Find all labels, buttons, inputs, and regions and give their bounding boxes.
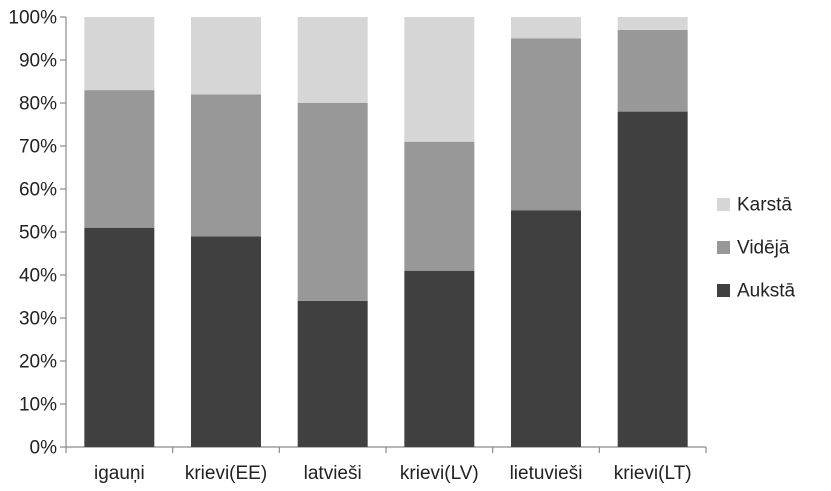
y-tick-label: 80% <box>19 94 57 115</box>
y-tick-label: 40% <box>19 266 57 287</box>
bar-segment-aukstā-4 <box>511 210 581 447</box>
bar-segment-karstā-2 <box>297 17 368 103</box>
legend-label: Vidējā <box>737 238 790 259</box>
y-tick-label: 10% <box>19 395 57 416</box>
bar-segment-karstā-3 <box>404 17 475 142</box>
bar-segment-vidējā-5 <box>617 29 688 112</box>
y-tick-label: 30% <box>19 309 57 330</box>
bar-segment-aukstā-1 <box>191 236 261 447</box>
legend: Karstā Vidējā Aukstā <box>717 195 796 302</box>
bar-segment-karstā-4 <box>511 17 581 39</box>
bar-segment-aukstā-2 <box>297 300 368 447</box>
x-category-label: igauņi <box>94 463 145 484</box>
bar-segment-vidējā-3 <box>404 141 475 271</box>
bar-segment-aukstā-0 <box>84 227 155 447</box>
y-tick-label: 70% <box>19 137 57 158</box>
bar-segment-karstā-5 <box>617 17 688 30</box>
y-tick-label: 60% <box>19 180 57 201</box>
bar-segment-vidējā-0 <box>84 90 155 228</box>
legend-swatch-vidējā <box>717 241 730 254</box>
bar-segment-aukstā-5 <box>617 111 688 447</box>
plot-area: 0% 10% 20% 30% 40% 50% 60% 70% 80% 90% 100% igauņi k… <box>8 8 707 484</box>
bar-segment-vidējā-1 <box>191 94 261 237</box>
y-tick-label: 90% <box>19 51 57 72</box>
y-tick-label: 20% <box>19 352 57 373</box>
y-tick-label: 100% <box>8 8 57 29</box>
legend-swatch-aukstā <box>717 284 730 297</box>
bar-segment-aukstā-3 <box>404 270 475 447</box>
legend-label: Karstā <box>737 195 792 216</box>
legend-label: Aukstā <box>737 281 796 302</box>
x-category-label: krievi(EE) <box>185 463 267 484</box>
x-category-label: lietuvieši <box>510 463 583 484</box>
bar-segment-karstā-1 <box>191 17 261 95</box>
legend-swatch-karstā <box>717 198 730 211</box>
y-tick-label: 0% <box>30 438 58 459</box>
bar-segment-karstā-0 <box>84 17 155 91</box>
bar-segment-vidējā-4 <box>511 38 581 211</box>
x-category-label: krievi(LT) <box>614 463 692 484</box>
bar-segment-vidējā-2 <box>297 103 368 301</box>
y-tick-label: 50% <box>19 223 57 244</box>
x-category-label: latvieši <box>304 463 362 484</box>
x-category-label: krievi(LV) <box>400 463 479 484</box>
